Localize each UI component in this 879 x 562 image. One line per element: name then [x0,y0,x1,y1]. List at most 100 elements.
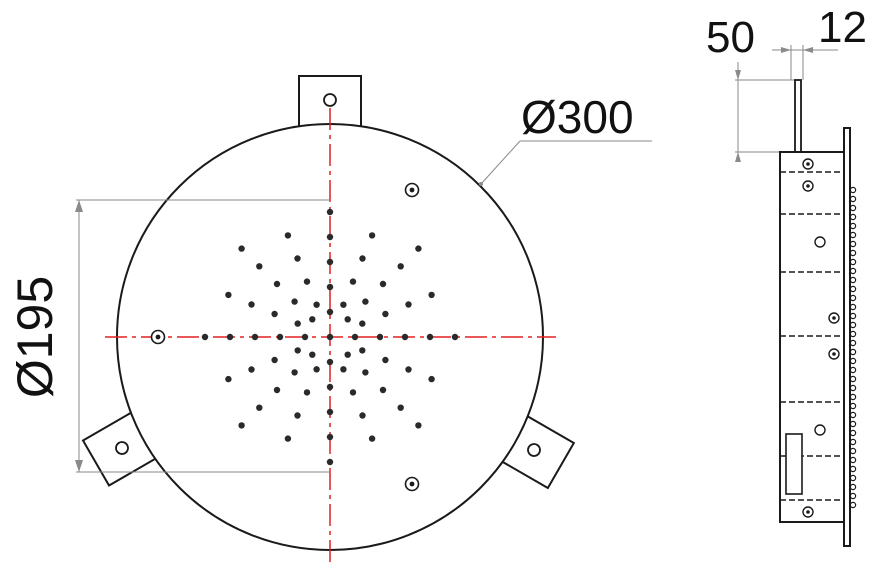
arrow-right-icon [781,47,791,53]
side-nozzle-bump-icon [849,456,857,464]
spray-nozzle-icon [401,333,409,341]
spray-nozzle-icon [379,386,387,394]
spray-nozzle-icon [405,301,412,308]
front-view: Ø195 Ø300 [7,75,652,562]
side-bracket-lower [785,433,803,495]
screw-center-icon [155,334,161,340]
side-nozzle-bump-icon [849,240,857,248]
side-nozzle-bump-icon [849,285,857,293]
spray-nozzle-icon [251,333,259,341]
leader-line [480,140,521,185]
side-nozzle-bump-icon [849,438,857,446]
spray-nozzle-icon [349,389,357,396]
spray-nozzle-icon [428,291,435,299]
spray-nozzle-icon [276,333,284,341]
spray-nozzle-icon [368,232,376,239]
side-nozzle-bump-icon [849,375,857,383]
mounting-screw-group [150,182,420,492]
spray-nozzle-icon [326,283,334,291]
spray-nozzle-icon [376,333,384,341]
spray-nozzle-icon [301,333,309,341]
side-nozzle-bump-icon [849,186,857,194]
side-hole-icon [814,424,826,436]
spray-nozzle-icon [238,422,245,429]
side-nozzle-bumps [849,186,857,509]
spray-nozzle-icon [326,383,334,391]
spray-nozzle-icon [309,351,316,358]
spray-nozzle-icon [326,458,334,466]
screw-center-icon [409,481,415,487]
spray-nozzle-icon [201,333,209,341]
spray-nozzle-icon [359,255,366,262]
side-hole-group [802,158,840,518]
outer-diameter-dimension: Ø300 [479,91,652,186]
screw-center-icon [806,510,810,514]
arrow-down-icon [735,70,741,80]
side-hole-icon [814,236,826,248]
spray-nozzle-icon [226,333,234,341]
side-nozzle-bump-icon [849,312,857,320]
side-bracket-tab [794,79,802,153]
spray-nozzle-icon [397,263,404,270]
side-nozzle-bump-icon [849,276,857,284]
spray-nozzle-icon [426,333,434,341]
arrow-left-icon [803,47,813,53]
side-nozzle-bump-icon [849,447,857,455]
spray-nozzle-icon [368,435,376,442]
spray-nozzle-icon [271,356,278,364]
bracket-hole-icon [115,441,129,455]
spray-nozzle-icon [405,366,412,373]
spray-nozzle-icon [303,389,311,396]
spray-diameter-dimension: Ø195 [7,199,330,473]
side-nozzle-bump-icon [849,249,857,257]
spray-nozzle-icon [362,369,369,376]
side-nozzle-bump-icon [849,222,857,230]
spray-nozzle-icon [326,333,334,341]
side-nozzle-bump-icon [849,267,857,275]
spray-nozzle-icon [326,208,334,216]
spray-nozzle-icon [359,347,366,354]
spray-nozzle-icon [284,435,292,442]
spray-nozzle-icon [451,333,459,341]
spray-nozzle-icon [291,369,298,376]
spray-nozzle-icon [238,245,245,252]
side-nozzle-bump-icon [849,411,857,419]
arrow-up-icon [735,152,741,162]
side-nozzle-bump-icon [849,258,857,266]
spray-nozzle-icon [326,433,334,441]
side-nozzle-bump-icon [849,420,857,428]
spray-nozzle-icon [382,310,389,318]
spray-nozzle-icon [313,366,320,373]
spray-nozzle-icon [294,412,301,419]
spray-nozzle-icon [344,351,351,358]
side-nozzle-bump-icon [849,393,857,401]
side-nozzle-bump-icon [849,213,857,221]
screw-center-icon [832,316,836,320]
spray-nozzle-icon [397,404,404,411]
spray-nozzle-icon [428,375,435,383]
side-flange-label: 12 [818,3,867,52]
spray-nozzle-icon [359,412,366,419]
spray-nozzle-icon [326,258,334,266]
spray-nozzle-icon [273,386,281,394]
side-nozzle-bump-icon [849,231,857,239]
side-nozzle-bump-icon [849,483,857,491]
side-nozzle-bump-icon [849,474,857,482]
spray-nozzle-icon [351,333,359,341]
side-depth-label: 50 [706,13,755,62]
screw-center-icon [409,187,415,193]
side-nozzle-bump-icon [849,321,857,329]
screw-center-icon [832,352,836,356]
bracket-hole-icon [323,93,337,107]
side-nozzle-bump-icon [849,339,857,347]
spray-diameter-label: Ø195 [7,276,63,398]
spray-nozzle-icon [362,298,369,305]
spray-nozzle-icon [309,316,316,323]
leader-dot-icon [479,182,483,186]
side-nozzle-bump-icon [849,204,857,212]
screw-center-icon [806,184,810,188]
spray-nozzle-icon [294,255,301,262]
spray-nozzle-icon [256,263,263,270]
spray-nozzle-icon [326,308,334,316]
spray-nozzle-icon [291,298,298,305]
